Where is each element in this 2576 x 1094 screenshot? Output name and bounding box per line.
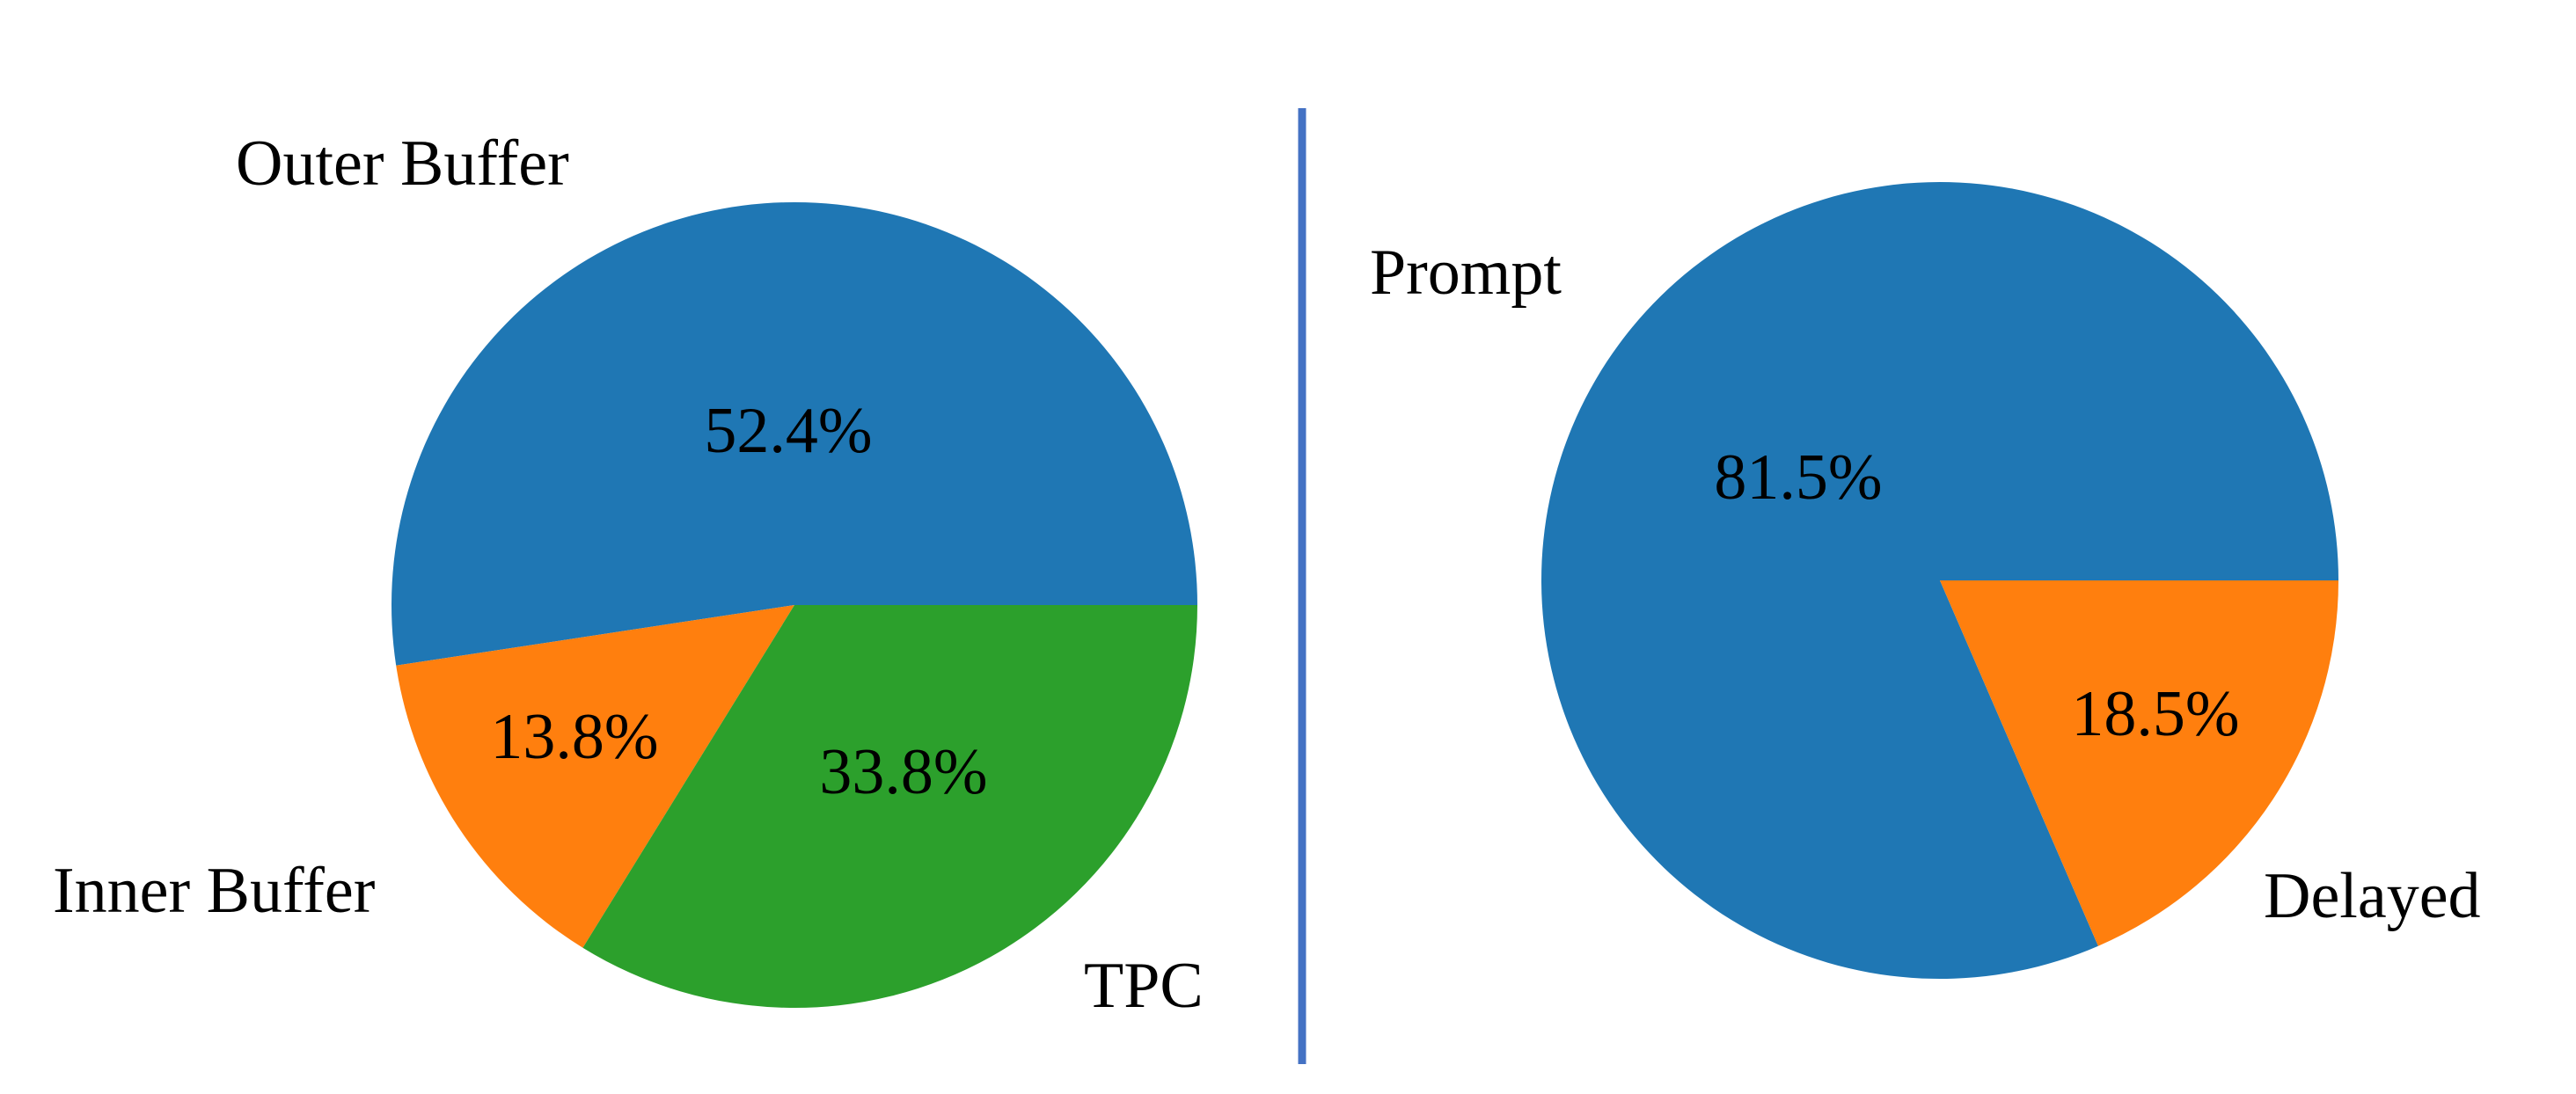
- slice-label-prompt: Prompt: [1370, 237, 1562, 309]
- slice-percent-delayed: 18.5%: [2071, 678, 2239, 750]
- pie-slice-delayed: [1940, 580, 2338, 946]
- pie-slice-prompt: [1541, 181, 2338, 979]
- slice-label-tpc: TPC: [1084, 950, 1204, 1022]
- slice-label-outer-buffer: Outer Buffer: [236, 128, 569, 200]
- slice-label-delayed: Delayed: [2264, 860, 2481, 932]
- pie-chart-right: Prompt 81.5% Delayed 18.5%: [1370, 181, 2481, 979]
- slice-percent-inner-buffer: 13.8%: [490, 701, 658, 773]
- slice-percent-tpc: 33.8%: [819, 736, 987, 808]
- slice-label-inner-buffer: Inner Buffer: [53, 855, 375, 927]
- slice-percent-prompt: 81.5%: [1714, 441, 1882, 514]
- pie-slice-tpc: [582, 605, 1197, 1009]
- pie-slice-inner-buffer: [396, 605, 794, 948]
- pie-chart-left: Outer Buffer 52.4% Inner Buffer 13.8% TPC 33.…: [53, 128, 1204, 1022]
- pie-slice-outer-buffer: [392, 201, 1198, 666]
- slice-percent-outer-buffer: 52.4%: [704, 395, 872, 467]
